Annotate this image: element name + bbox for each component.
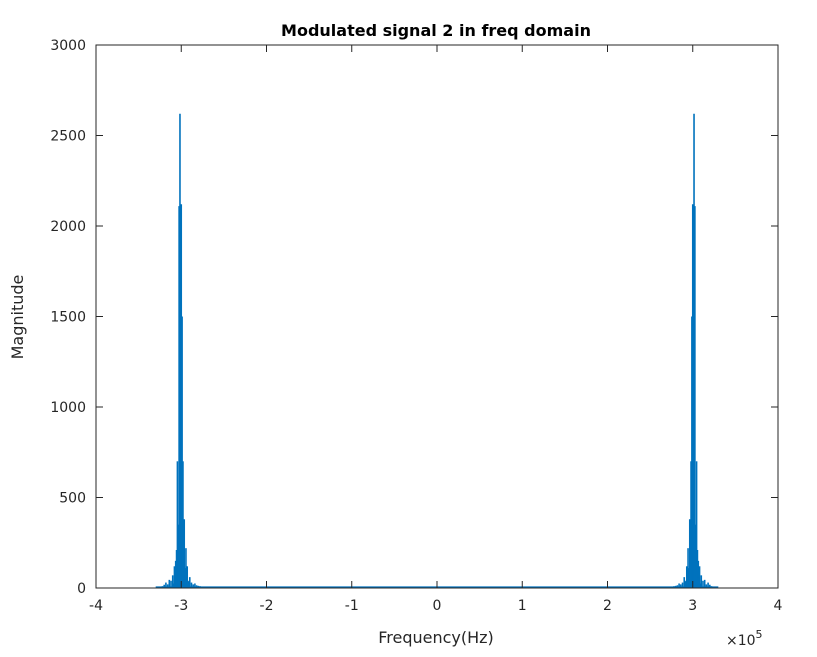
x-tick-label: -3 [174,598,188,614]
x-tick-label: -4 [89,598,103,614]
x-tick-label: 2 [603,598,612,614]
y-tick-label: 2000 [50,219,86,235]
chart-title: Modulated signal 2 in freq domain [281,21,591,40]
y-tick-label: 0 [77,581,86,597]
y-tick-label: 1000 [50,400,86,416]
x-axis-multiplier: ×105 [726,628,763,649]
x-tick-label: -1 [345,598,359,614]
y-tick-label: 500 [59,491,86,507]
series-layer [154,113,720,588]
y-axis-label: Magnitude [8,275,27,360]
x-multiplier-base: ×10 [726,633,756,649]
x-multiplier-exponent: 5 [756,628,763,641]
y-tick-label: 3000 [50,38,86,54]
x-axis-label: Frequency(Hz) [378,628,494,647]
x-tick-label: 0 [433,598,442,614]
ticks-layer: -4 -3 -2 -1 0 1 2 3 4 0 500 1000 1500 2000 2500 3000 [50,38,782,614]
x-tick-label: 1 [518,598,527,614]
x-tick-label: -2 [260,598,274,614]
y-tick-label: 2500 [50,129,86,145]
y-tick-label: 1500 [50,310,86,326]
plot-area [96,45,778,588]
x-tick-label: 3 [688,598,697,614]
x-tick-label: 4 [774,598,783,614]
